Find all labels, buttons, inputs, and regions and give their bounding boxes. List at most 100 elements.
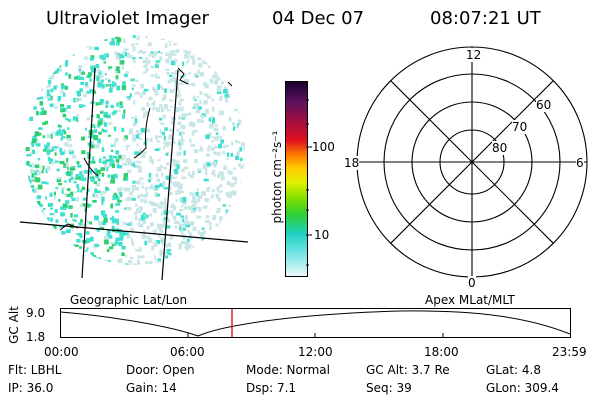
speckle-pixel: [31, 144, 34, 147]
speckle-pixel: [185, 216, 188, 221]
speckle-pixel: [149, 156, 153, 159]
speckle-pixel: [82, 104, 86, 107]
speckle-pixel: [123, 187, 128, 192]
speckle-pixel: [229, 170, 233, 175]
speckle-pixel: [162, 114, 166, 119]
speckle-pixel: [220, 232, 224, 238]
speckle-pixel: [122, 81, 126, 86]
speckle-pixel: [144, 112, 149, 116]
speckle-pixel: [36, 45, 41, 51]
speckle-pixel: [30, 152, 33, 156]
speckle-pixel: [46, 166, 51, 171]
speckle-pixel: [205, 214, 209, 219]
speckle-pixel: [25, 147, 30, 152]
speckle-pixel: [45, 241, 51, 246]
speckle-pixel: [159, 230, 164, 233]
speckle-pixel: [181, 168, 185, 173]
speckle-pixel: [31, 230, 34, 234]
speckle-pixel: [59, 242, 64, 248]
speckle-pixel: [169, 89, 175, 93]
speckle-pixel: [46, 265, 50, 267]
speckle-pixel: [224, 94, 229, 98]
speckle-pixel: [140, 194, 145, 198]
speckle-pixel: [243, 251, 245, 255]
coastline: [59, 223, 79, 231]
speckle-pixel: [36, 35, 42, 38]
speckle-pixel: [239, 147, 243, 152]
speckle-pixel: [183, 150, 186, 156]
speckle-pixel: [137, 255, 143, 259]
speckle-pixel: [181, 116, 186, 120]
speckle-pixel: [134, 215, 138, 221]
speckle-pixel: [240, 180, 244, 185]
speckle-pixel: [128, 260, 133, 264]
speckle-pixel: [145, 57, 149, 60]
speckle-pixel: [227, 169, 230, 175]
speckle-pixel: [216, 265, 220, 268]
speckle-pixel: [65, 61, 68, 65]
speckle-pixel: [234, 139, 238, 143]
coastline: [227, 81, 233, 87]
speckle-pixel: [192, 208, 197, 211]
time-label: 08:07:21 UT: [430, 8, 541, 29]
speckle-pixel: [101, 147, 105, 152]
speckle-pixel: [60, 238, 64, 242]
speckle-pixel: [37, 157, 40, 161]
speckle-pixel: [74, 76, 78, 80]
speckle-pixel: [115, 75, 119, 80]
speckle-pixel: [33, 88, 38, 94]
speckle-pixel: [144, 240, 148, 246]
speckle-pixel: [116, 41, 120, 46]
speckle-pixel: [208, 222, 212, 226]
speckle-pixel: [85, 127, 88, 131]
speckle-pixel: [81, 170, 85, 176]
speckle-pixel: [182, 228, 187, 231]
speckle-pixel: [218, 143, 223, 149]
speckle-pixel: [124, 207, 127, 210]
speckle-pixel: [134, 118, 138, 124]
speckle-pixel: [164, 127, 168, 131]
speckle-pixel: [225, 192, 229, 196]
mlat-label-60: 60: [536, 98, 552, 112]
speckle-pixel: [218, 228, 222, 233]
speckle-pixel: [156, 62, 160, 65]
speckle-pixel: [168, 135, 173, 140]
speckle-pixel: [47, 84, 51, 88]
speckle-pixel: [62, 92, 66, 97]
speckle-pixel: [110, 179, 116, 184]
speckle-pixel: [204, 167, 208, 173]
speckle-pixel: [209, 258, 212, 263]
speckle-pixel: [56, 50, 61, 55]
speckle-pixel: [219, 97, 223, 101]
speckle-pixel: [238, 119, 241, 124]
speckle-pixel: [62, 53, 67, 57]
speckle-pixel: [49, 149, 53, 152]
speckle-pixel: [196, 206, 200, 210]
speckle-pixel: [206, 95, 212, 99]
speckle-pixel: [87, 170, 92, 174]
speckle-pixel: [183, 42, 186, 47]
speckle-pixel: [105, 187, 110, 192]
speckle-pixel: [35, 177, 41, 183]
speckle-pixel: [167, 79, 172, 84]
speckle-pixel: [173, 220, 179, 224]
speckle-pixel: [103, 61, 107, 64]
speckle-pixel: [72, 116, 78, 121]
speckle-pixel: [161, 97, 164, 102]
speckle-pixel: [163, 224, 168, 228]
speckle-pixel: [88, 262, 91, 265]
speckle-pixel: [189, 121, 194, 127]
speckle-pixel: [60, 212, 65, 217]
speckle-pixel: [101, 128, 105, 132]
speckle-pixel: [241, 244, 245, 248]
speckle-pixel: [128, 132, 133, 135]
speckle-pixel: [112, 82, 117, 86]
speckle-pixel: [70, 259, 74, 263]
speckle-pixel: [179, 38, 184, 43]
speckle-pixel: [213, 162, 217, 168]
speckle-pixel: [181, 113, 187, 118]
speckle-pixel: [111, 163, 115, 169]
speckle-pixel: [232, 126, 236, 131]
speckle-pixel: [138, 206, 143, 211]
speckle-pixel: [25, 257, 31, 260]
